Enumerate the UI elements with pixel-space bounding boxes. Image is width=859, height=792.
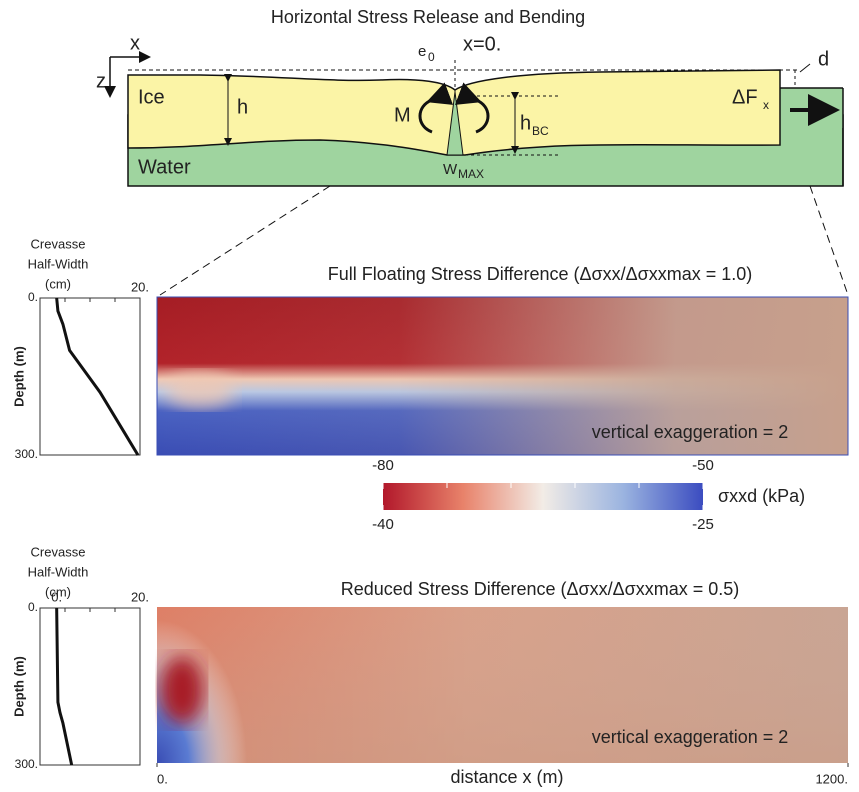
x-tick-label: 0.: [51, 589, 62, 604]
profile-frame: [40, 608, 140, 765]
annotation: vertical exaggeration = 2: [592, 727, 789, 747]
axis-label: z: [96, 70, 106, 92]
profile-title: Crevasse: [31, 236, 86, 251]
annotation: vertical exaggeration = 2: [592, 422, 789, 442]
label: M: [394, 104, 411, 126]
x-tick-label: 20.: [131, 279, 149, 294]
x-tick-label: 1200.: [815, 771, 848, 786]
colorbar-label: σxxd (kPa): [718, 486, 805, 506]
axis-label: x: [130, 32, 140, 54]
y-tick-label: 300.: [15, 447, 38, 461]
y-tick-label: 300.: [15, 757, 38, 771]
colorbar-tick-label: -25: [692, 516, 714, 533]
profile-line: [57, 298, 138, 455]
y-axis-label: Depth (m): [11, 656, 26, 717]
diagram: Horizontal Stress Release and Bending x …: [96, 7, 848, 295]
y-tick-label: 0.: [28, 290, 38, 304]
profile-title: Half-Width: [28, 256, 89, 271]
label: Water: [138, 156, 191, 178]
label: x=0.: [463, 33, 501, 55]
colorbar-tick-label: -50: [692, 457, 714, 474]
y-axis-label: Depth (m): [11, 346, 26, 407]
label: ΔF: [732, 86, 758, 108]
y-tick-label: 0.: [28, 600, 38, 614]
label-sub: MAX: [458, 167, 484, 181]
label: Ice: [138, 86, 165, 108]
heatmap-title: Full Floating Stress Difference (Δσxx/Δσ…: [328, 264, 753, 284]
heatmap-title: Reduced Stress Difference (Δσxx/Δσxxmax …: [341, 579, 740, 599]
profile-title: (cm): [45, 276, 71, 291]
diagram-title: Horizontal Stress Release and Bending: [271, 7, 585, 27]
profile-line: [57, 608, 72, 765]
label: e: [418, 43, 426, 60]
label: h: [520, 112, 531, 134]
label-sub: 0: [428, 50, 435, 64]
label-sub: BC: [532, 124, 549, 138]
label: d: [818, 48, 829, 70]
profile-title: Half-Width: [28, 564, 89, 579]
figure: Horizontal Stress Release and Bending x …: [0, 0, 859, 792]
profile-title: Crevasse: [31, 544, 86, 559]
label: W: [443, 161, 458, 178]
x-tick-label: 0.: [157, 771, 168, 786]
colorbar-tick-label: -40: [372, 516, 394, 533]
x-tick-label: 20.: [131, 589, 149, 604]
label: h: [237, 96, 248, 118]
colorbar: [383, 483, 703, 510]
colorbar-tick-label: -80: [372, 457, 394, 474]
x-axis-label: distance x (m): [450, 767, 563, 787]
label-sub: x: [763, 98, 769, 112]
